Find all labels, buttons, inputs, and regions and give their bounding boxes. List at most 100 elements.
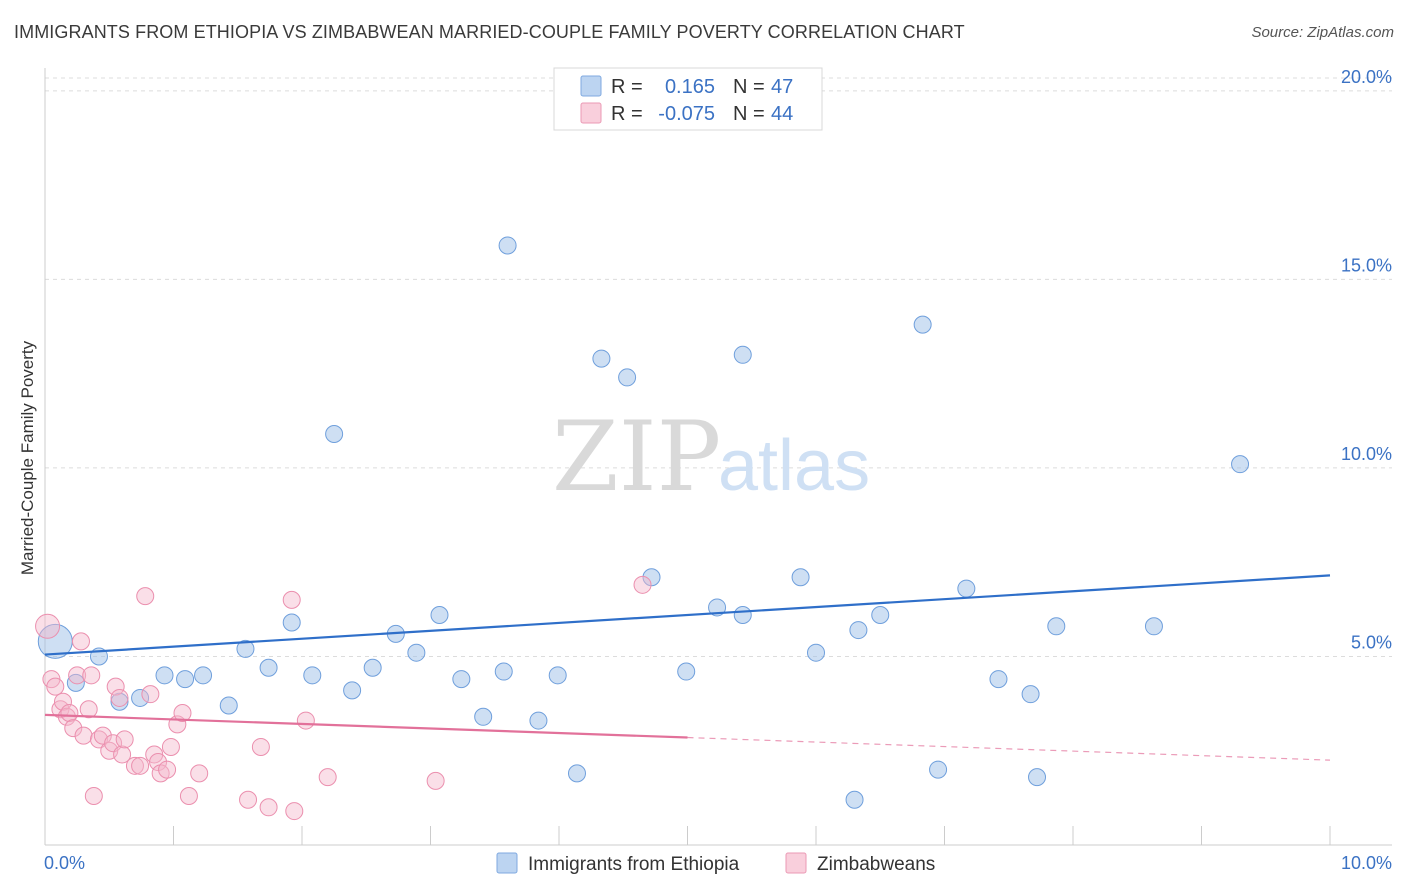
y-tick-label: 20.0% <box>1341 67 1392 87</box>
point-zimbabwe <box>161 737 180 756</box>
point-zimbabwe <box>285 802 304 821</box>
legend-box: R = 0.165 N = 47 R = -0.075 N = 44 <box>553 67 823 131</box>
point-ethiopia <box>845 790 864 809</box>
legend-r-value-2: -0.075 <box>658 103 715 125</box>
point-zimbabwe <box>74 726 93 745</box>
point-zimbabwe <box>84 786 103 805</box>
y-tick-label: 10.0% <box>1341 444 1392 464</box>
point-ethiopia <box>708 598 727 617</box>
point-zimbabwe <box>239 790 258 809</box>
point-zimbabwe <box>426 771 445 790</box>
legend-r-value-1: 0.165 <box>665 76 715 98</box>
point-zimbabwe <box>68 666 87 685</box>
point-zimbabwe <box>158 760 177 779</box>
point-zimbabwe <box>149 753 168 772</box>
bottom-legend-label-zimbabwe: Zimbabweans <box>817 854 935 875</box>
point-ethiopia <box>1021 685 1040 704</box>
point-zimbabwe <box>179 786 198 805</box>
point-ethiopia <box>1144 617 1163 636</box>
point-ethiopia <box>618 368 637 387</box>
point-ethiopia <box>407 643 426 662</box>
bottom-legend: Immigrants from Ethiopia Zimbabweans <box>496 852 935 875</box>
point-zimbabwe <box>35 613 61 639</box>
y-tick-label: 15.0% <box>1341 255 1392 275</box>
x-tick-label-max: 10.0% <box>1341 853 1392 873</box>
point-zimbabwe <box>125 756 144 775</box>
trend-zimbabwe <box>44 713 688 739</box>
point-ethiopia <box>733 605 752 624</box>
point-ethiopia <box>849 621 868 640</box>
point-zimbabwe <box>71 632 90 651</box>
gridlines <box>45 77 1392 657</box>
point-ethiopia <box>325 424 344 443</box>
point-zimbabwe <box>141 685 160 704</box>
watermark: ZIP atlas <box>552 401 870 513</box>
point-ethiopia <box>913 315 932 334</box>
point-zimbabwe <box>259 798 278 817</box>
series-zimbabwe-points <box>35 575 652 821</box>
point-ethiopia <box>236 639 255 658</box>
point-ethiopia <box>567 764 586 783</box>
point-ethiopia <box>474 707 493 726</box>
point-zimbabwe <box>46 677 65 696</box>
point-zimbabwe <box>633 575 652 594</box>
point-zimbabwe <box>79 700 98 719</box>
trend-lines <box>44 574 1331 761</box>
point-ethiopia <box>494 662 513 681</box>
point-ethiopia <box>529 711 548 730</box>
point-ethiopia <box>871 605 890 624</box>
point-zimbabwe <box>296 711 315 730</box>
point-zimbabwe <box>136 587 155 606</box>
point-ethiopia <box>1047 617 1066 636</box>
point-ethiopia <box>131 688 150 707</box>
point-ethiopia <box>989 670 1008 689</box>
point-ethiopia <box>642 568 661 587</box>
point-ethiopia <box>1028 768 1047 787</box>
point-zimbabwe <box>251 737 270 756</box>
point-zimbabwe <box>93 726 112 745</box>
point-ethiopia <box>677 662 696 681</box>
legend-n-label-1: N = <box>733 76 765 98</box>
source-label: Source: ZipAtlas.com <box>1251 24 1394 41</box>
legend-n-value-2: 44 <box>771 103 793 125</box>
point-ethiopia <box>219 696 238 715</box>
point-ethiopia <box>259 658 278 677</box>
series-ethiopia-points <box>37 236 1250 809</box>
point-zimbabwe <box>173 704 192 723</box>
point-zimbabwe <box>51 700 70 719</box>
point-ethiopia <box>66 673 85 692</box>
x-tick-label-min: 0.0% <box>44 853 85 873</box>
point-zimbabwe <box>60 704 79 723</box>
point-ethiopia <box>110 692 129 711</box>
bottom-legend-label-ethiopia: Immigrants from Ethiopia <box>528 854 740 875</box>
point-ethiopia <box>791 568 810 587</box>
point-ethiopia <box>957 579 976 598</box>
point-ethiopia <box>194 666 213 685</box>
point-ethiopia <box>176 670 195 689</box>
tick-labels: 5.0% 10.0% 15.0% 20.0% 0.0% 10.0% <box>44 67 1392 873</box>
point-ethiopia <box>452 670 471 689</box>
watermark-atlas: atlas <box>718 426 870 506</box>
point-ethiopia <box>155 666 174 685</box>
point-ethiopia <box>733 345 752 364</box>
point-ethiopia <box>430 605 449 624</box>
point-ethiopia <box>303 666 322 685</box>
point-ethiopia <box>1231 455 1250 474</box>
y-tick-label: 5.0% <box>1351 632 1392 652</box>
point-zimbabwe <box>131 756 150 775</box>
point-zimbabwe <box>64 719 83 738</box>
point-zimbabwe <box>113 745 132 764</box>
point-ethiopia <box>592 349 611 368</box>
point-zimbabwe <box>110 688 129 707</box>
bottom-legend-swatch-ethiopia <box>496 852 518 874</box>
legend-n-value-1: 47 <box>771 76 793 98</box>
legend-n-label-2: N = <box>733 103 765 125</box>
legend-r-label-2: R = <box>611 103 643 125</box>
trend-zimbabwe-extrapolated <box>687 736 1331 761</box>
point-zimbabwe <box>282 590 301 609</box>
chart-title: IMMIGRANTS FROM ETHIOPIA VS ZIMBABWEAN M… <box>14 22 965 42</box>
legend-r-label-1: R = <box>611 76 643 98</box>
trend-ethiopia <box>44 574 1331 656</box>
point-ethiopia <box>498 236 517 255</box>
